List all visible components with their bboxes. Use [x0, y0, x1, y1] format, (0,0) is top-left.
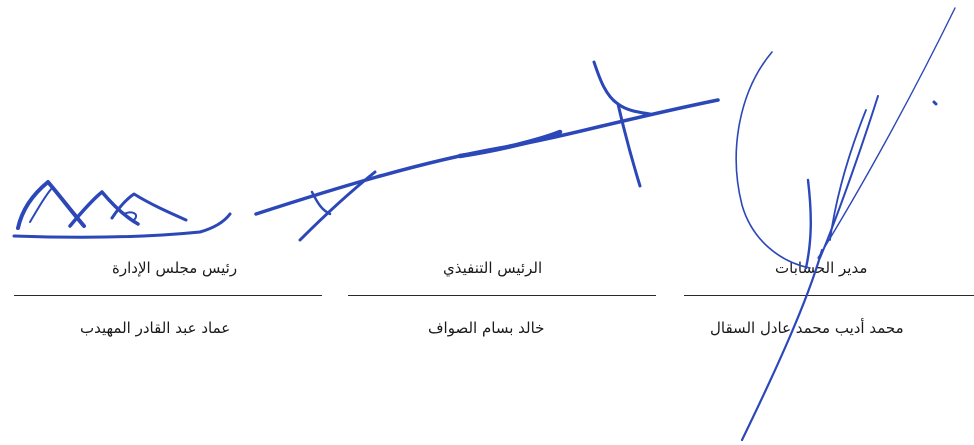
signatory-title: رئيس مجلس الإدارة [112, 259, 238, 277]
signatory-name: عماد عبد القادر المهيدب [80, 319, 231, 337]
signatory-name: محمد أديب محمد عادل السقال [710, 319, 904, 337]
signature-ceo [254, 60, 720, 242]
signatory-title: الرئيس التنفيذي [443, 259, 543, 277]
signature-accounts-manager [735, 7, 956, 442]
signatory-title: مدير الحسابات [775, 259, 868, 277]
signature-line [684, 295, 974, 296]
signature-line [14, 295, 322, 296]
signature-chairman [12, 180, 232, 239]
signatory-name: خالد بسام الصواف [428, 319, 545, 337]
signature-line [348, 295, 656, 296]
